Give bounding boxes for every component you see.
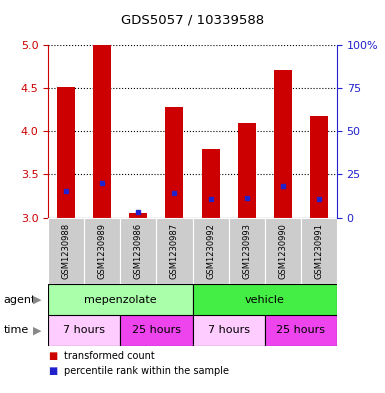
Text: ■: ■	[48, 366, 57, 376]
Bar	[48, 285, 192, 315]
Text: GSM1230991: GSM1230991	[314, 223, 323, 279]
Bar	[229, 217, 265, 285]
Bar	[274, 70, 292, 217]
Text: mepenzolate: mepenzolate	[84, 295, 157, 305]
Bar	[192, 315, 265, 346]
Text: 7 hours: 7 hours	[63, 325, 105, 336]
Bar	[166, 107, 184, 217]
Text: transformed count: transformed count	[64, 351, 154, 361]
Text: GDS5057 / 10339588: GDS5057 / 10339588	[121, 14, 264, 27]
Bar	[310, 116, 328, 217]
Text: 7 hours: 7 hours	[208, 325, 249, 336]
Bar	[192, 217, 229, 285]
Bar	[48, 217, 84, 285]
Bar	[129, 213, 147, 217]
Bar	[201, 149, 219, 217]
Text: GSM1230992: GSM1230992	[206, 223, 215, 279]
Bar	[192, 285, 337, 315]
Text: GSM1230993: GSM1230993	[242, 223, 251, 279]
Bar	[48, 315, 120, 346]
Text: GSM1230989: GSM1230989	[98, 223, 107, 279]
Bar	[120, 217, 156, 285]
Text: GSM1230986: GSM1230986	[134, 223, 143, 279]
Text: GSM1230988: GSM1230988	[62, 223, 71, 279]
Text: percentile rank within the sample: percentile rank within the sample	[64, 366, 229, 376]
Text: vehicle: vehicle	[245, 295, 285, 305]
Bar	[57, 87, 75, 217]
Text: ▶: ▶	[33, 325, 41, 336]
Bar	[301, 217, 337, 285]
Bar	[93, 46, 111, 217]
Text: agent: agent	[4, 295, 36, 305]
Bar	[265, 315, 337, 346]
Bar	[156, 217, 192, 285]
Bar	[265, 217, 301, 285]
Text: 25 hours: 25 hours	[132, 325, 181, 336]
Text: GSM1230990: GSM1230990	[278, 223, 287, 279]
Text: time: time	[4, 325, 29, 336]
Bar	[84, 217, 120, 285]
Bar	[238, 123, 256, 217]
Text: ■: ■	[48, 351, 57, 361]
Text: 25 hours: 25 hours	[276, 325, 325, 336]
Text: GSM1230987: GSM1230987	[170, 223, 179, 279]
Bar	[120, 315, 192, 346]
Text: ▶: ▶	[33, 295, 41, 305]
